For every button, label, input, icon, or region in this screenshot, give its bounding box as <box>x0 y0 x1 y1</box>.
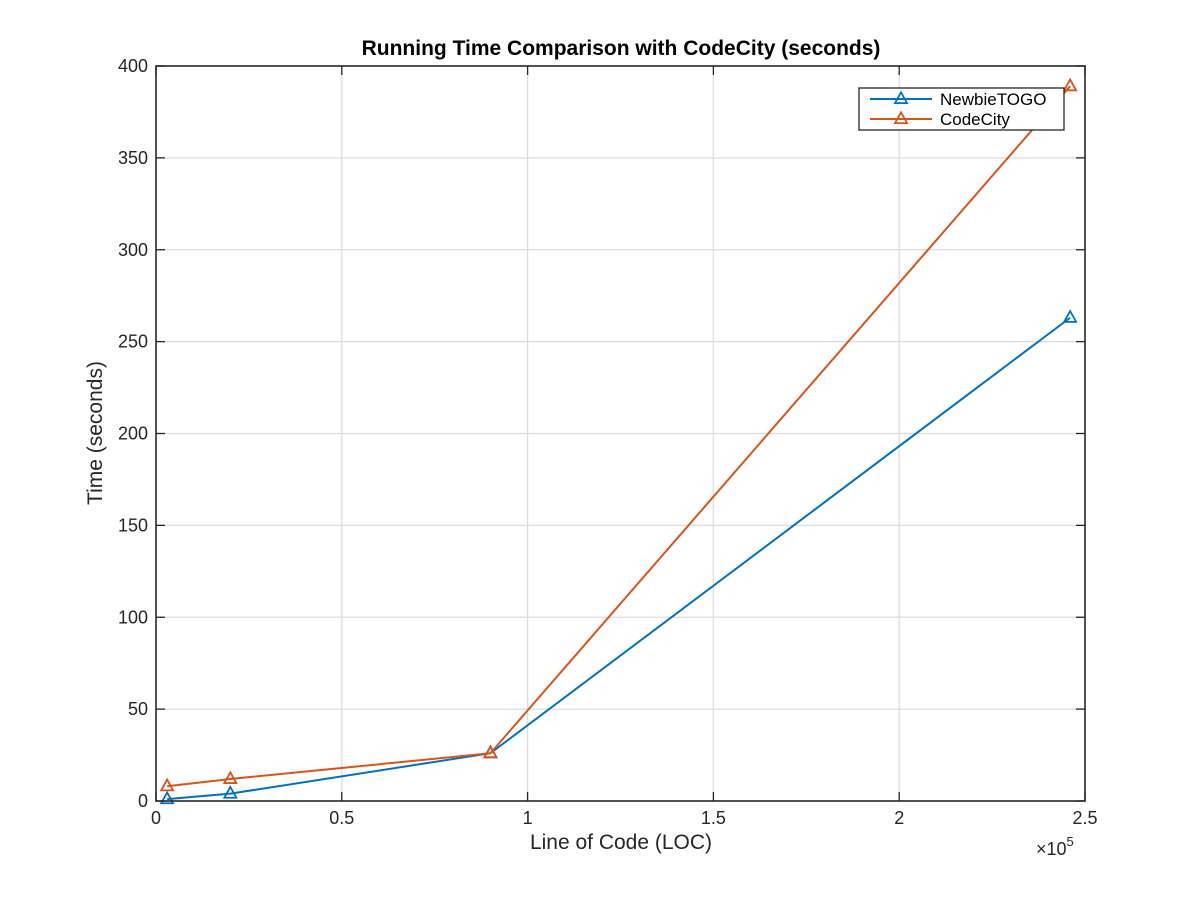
y-tick-label: 200 <box>118 424 148 444</box>
x-tick-labels: 0 0.5 1 1.5 2 2.5 <box>151 808 1098 828</box>
x-tick-label: 2.5 <box>1072 808 1097 828</box>
x-tick-label: 0.5 <box>329 808 354 828</box>
data-point <box>1062 77 1078 92</box>
y-tick-label: 0 <box>138 791 148 811</box>
y-tick-label: 250 <box>118 332 148 352</box>
x-axis-exponent-base: ×10 <box>1036 839 1067 859</box>
data-point <box>1062 309 1078 323</box>
x-tick-label: 0 <box>151 808 161 828</box>
data-point <box>159 790 175 805</box>
legend-marker <box>893 110 909 125</box>
data-point <box>482 744 498 759</box>
y-tick-labels: 0 50 100 150 200 250 300 350 400 <box>118 56 148 811</box>
axis-ticks <box>155 65 1086 802</box>
y-tick-label: 100 <box>118 607 148 627</box>
series-line <box>167 85 1071 788</box>
y-axis-label: Time (seconds) <box>84 361 107 505</box>
legend-box <box>858 87 1065 131</box>
y-tick-label: 300 <box>118 240 148 260</box>
x-tick-label: 1 <box>523 808 533 828</box>
data-point <box>222 770 238 784</box>
x-axis-exponent: ×105 <box>1036 834 1074 859</box>
data-point <box>159 777 175 792</box>
legend-marker <box>893 90 909 105</box>
y-tick-label: 350 <box>118 148 148 168</box>
series-CodeCity <box>159 77 1078 792</box>
legend-label: NewbieTOGO <box>940 90 1046 109</box>
legend-label: CodeCity <box>940 110 1010 129</box>
legend-item-NewbieTOGO: NewbieTOGO <box>870 90 1046 109</box>
y-tick-label: 150 <box>118 515 148 535</box>
x-axis-exponent-power: 5 <box>1067 834 1074 849</box>
x-axis-label: Line of Code (LOC) <box>530 831 712 854</box>
x-tick-label: 1.5 <box>701 808 726 828</box>
legend-item-CodeCity: CodeCity <box>870 110 1010 129</box>
y-tick-label: 400 <box>118 56 148 76</box>
series-line <box>167 316 1071 801</box>
x-tick-label: 2 <box>894 808 904 828</box>
series-layer <box>159 77 1078 805</box>
chart-title: Running Time Comparison with CodeCity (s… <box>362 37 881 60</box>
y-tick-label: 50 <box>128 699 148 719</box>
data-point <box>222 785 238 799</box>
grid <box>156 66 1085 801</box>
